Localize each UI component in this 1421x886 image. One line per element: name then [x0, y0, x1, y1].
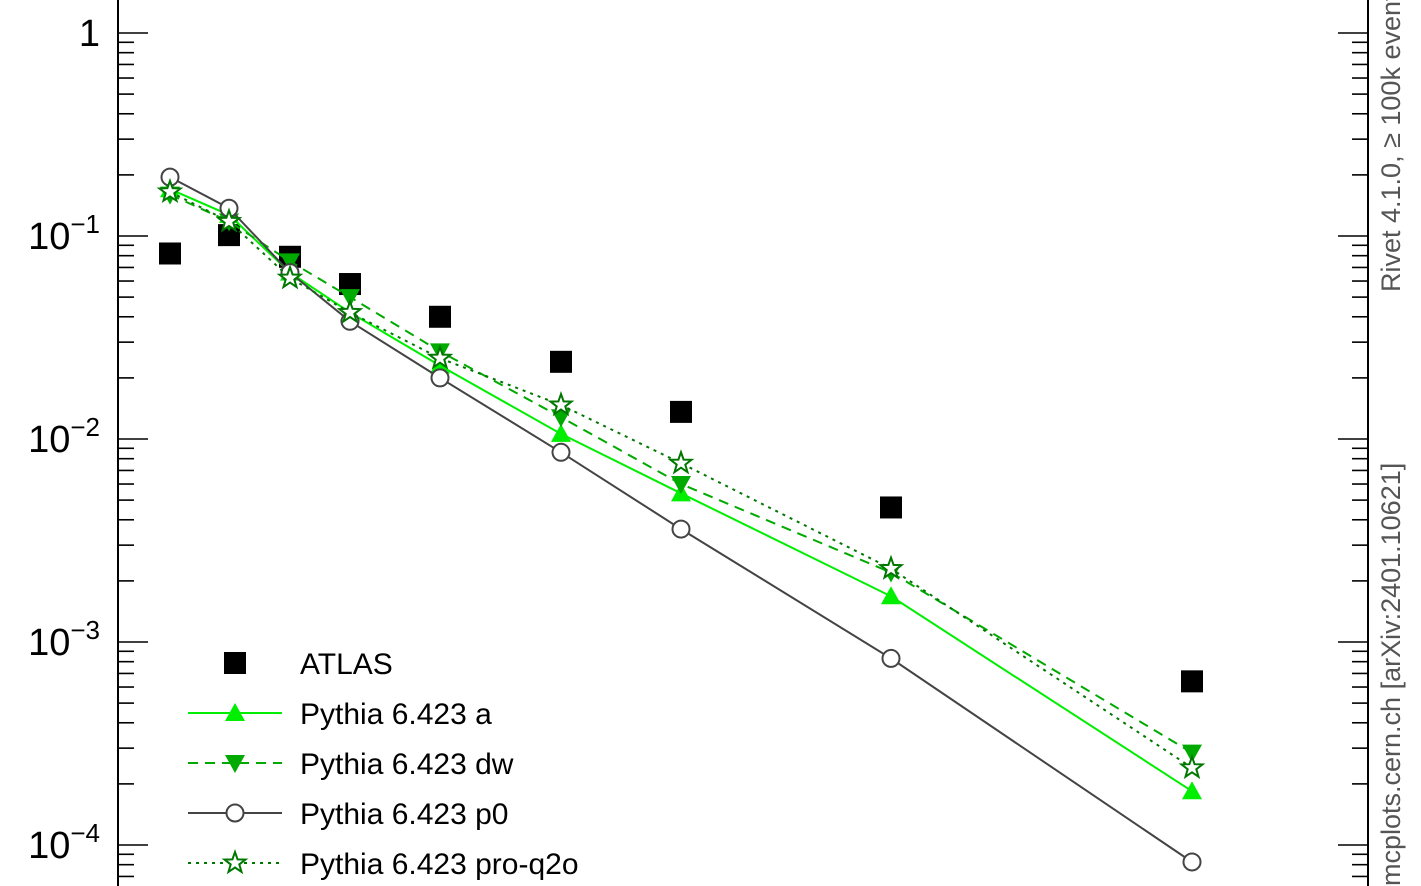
legend: ATLAS Pythia 6.423 a Pythia 6.423 dw Pythia… [188, 648, 579, 881]
side-label-source: mcplots.cern.ch [arXiv:2401.10621] [1376, 463, 1406, 886]
data-point [159, 242, 181, 265]
data-point [1182, 852, 1202, 872]
y-axis-tick-labels: 1 10−1 10−2 10−3 10−4 [28, 13, 100, 867]
data-point [881, 586, 901, 605]
data-point [1182, 744, 1202, 763]
y-tick-label: 1 [79, 13, 100, 55]
data-point [280, 253, 300, 272]
y-tick-label: 10−2 [28, 412, 100, 461]
series-pythia-6-423-p0 [160, 167, 1202, 872]
y-axis-ticks [118, 32, 1368, 878]
data-point [276, 264, 304, 290]
series-pythia-6-423-pro-q2o [156, 177, 1206, 780]
legend-marker [225, 803, 245, 823]
y-tick-label: 10−3 [28, 615, 100, 664]
data-point [430, 368, 450, 388]
data-point [551, 442, 571, 462]
legend-item: Pythia 6.423 a [188, 698, 492, 731]
data-point [1182, 781, 1202, 800]
data-point [670, 400, 692, 423]
data-point [426, 344, 454, 370]
legend-item: Pythia 6.423 dw [188, 748, 514, 781]
data-point [671, 519, 691, 539]
legend-marker [221, 848, 249, 875]
data-point [1181, 670, 1203, 693]
data-point [667, 449, 695, 475]
legend-label: Pythia 6.423 p0 [300, 798, 509, 831]
legend-marker [224, 652, 246, 674]
legend-label: ATLAS [300, 648, 393, 681]
data-point [671, 476, 691, 495]
data-point [550, 350, 572, 373]
data-point [880, 496, 902, 519]
legend-label: Pythia 6.423 pro-q2o [300, 848, 579, 881]
data-point [1178, 753, 1206, 780]
data-point [881, 648, 901, 668]
data-point [551, 409, 571, 428]
legend-label: Pythia 6.423 a [300, 698, 492, 731]
legend-marker [225, 703, 245, 721]
data-point [215, 207, 243, 233]
y-tick-label: 10−4 [28, 818, 100, 867]
data-point [340, 289, 360, 308]
data-point [156, 177, 184, 204]
data-point [430, 355, 450, 374]
legend-item: ATLAS [224, 648, 393, 681]
y-tick-label: 10−1 [28, 209, 100, 258]
data-point [547, 390, 575, 417]
legend-label: Pythia 6.423 dw [300, 748, 514, 781]
data-point [336, 298, 364, 324]
series-layer [156, 167, 1206, 872]
data-point [551, 423, 571, 442]
legend-item: Pythia 6.423 p0 [188, 798, 509, 831]
axes-frame [117, 0, 1369, 886]
legend-marker [225, 755, 245, 773]
legend-item: Pythia 6.423 pro-q2o [188, 848, 579, 881]
side-label-version: Rivet 4.1.0, ≥ 100k events [1376, 0, 1406, 292]
data-point [877, 554, 905, 580]
data-point [429, 305, 451, 328]
